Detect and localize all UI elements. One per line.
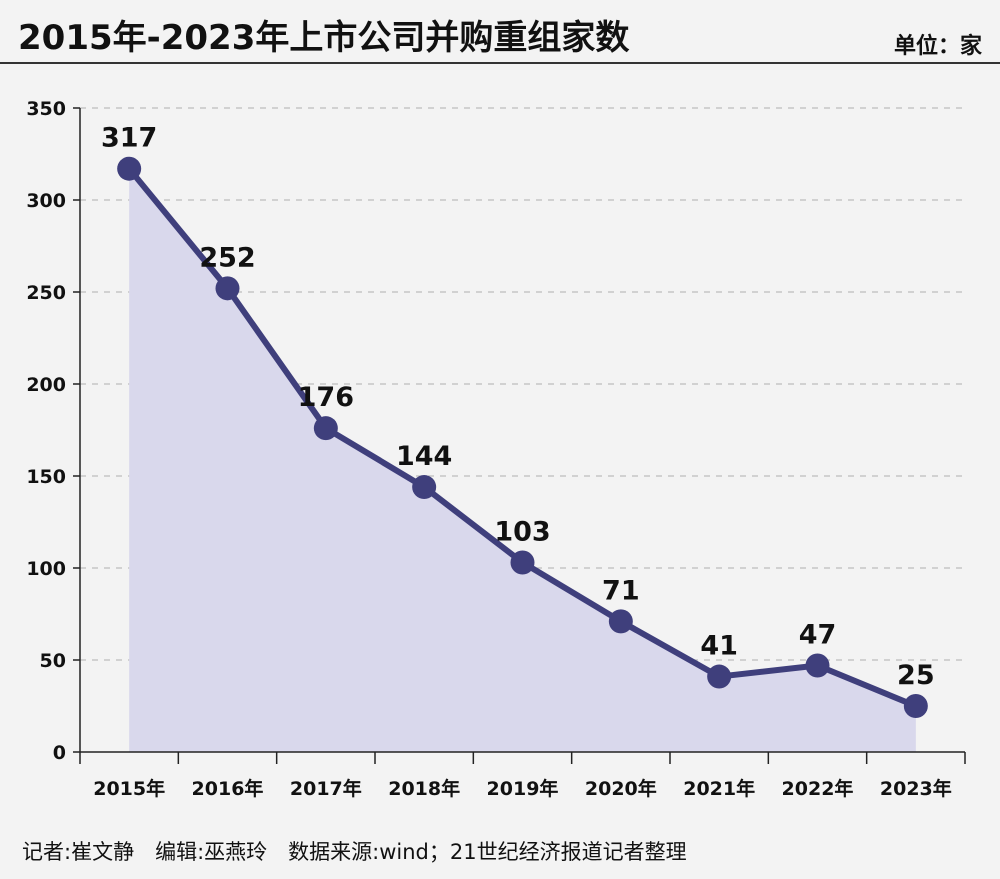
x-tick-label: 2022年 xyxy=(782,777,854,800)
data-point xyxy=(117,156,142,181)
y-tick-label: 150 xyxy=(26,466,66,488)
data-label: 144 xyxy=(396,441,452,472)
data-point xyxy=(707,664,732,689)
data-label: 71 xyxy=(602,575,640,606)
axes xyxy=(73,107,966,764)
y-tick-label: 50 xyxy=(40,650,66,672)
area-fill-layer xyxy=(129,168,916,753)
source-credits: 记者:崔文静 编辑:巫燕玲 数据来源:wind；21世纪经济报道记者整理 xyxy=(22,840,687,864)
data-point xyxy=(805,653,830,678)
y-tick-label: 100 xyxy=(26,558,66,580)
data-label: 41 xyxy=(700,631,738,662)
data-label: 25 xyxy=(897,660,935,691)
y-tick-label: 300 xyxy=(26,190,66,212)
title-divider xyxy=(0,62,1000,64)
data-label: 252 xyxy=(199,242,255,273)
x-tick-label: 2023年 xyxy=(880,777,952,800)
data-point xyxy=(215,276,240,301)
x-tick-label: 2016年 xyxy=(192,777,264,800)
data-labels: 317 252 176 144 103 71 41 47 25 xyxy=(101,123,935,691)
data-label: 317 xyxy=(101,123,157,154)
area-fill xyxy=(129,168,916,753)
data-point xyxy=(510,550,535,575)
y-tick-label: 200 xyxy=(26,374,66,396)
x-tick-labels: 2015年 2016年 2017年 2018年 2019年 2020年 2021年 2022年… xyxy=(93,777,952,800)
x-tick-label: 2021年 xyxy=(683,777,755,800)
x-tick-label: 2015年 xyxy=(93,777,165,800)
data-point xyxy=(608,609,633,634)
x-tick-label: 2017年 xyxy=(290,777,362,800)
y-tick-label: 350 xyxy=(26,98,66,120)
data-points xyxy=(117,156,928,718)
x-tick-label: 2020年 xyxy=(585,777,657,800)
data-point xyxy=(903,694,928,718)
x-tick-label: 2018年 xyxy=(388,777,460,800)
chart-title: 2015年-2023年上市公司并购重组家数 xyxy=(18,18,630,58)
y-tick-label: 0 xyxy=(53,742,66,764)
data-label: 176 xyxy=(298,382,354,413)
unit-label: 单位：家 xyxy=(893,34,982,59)
data-label: 47 xyxy=(799,620,837,651)
data-label: 103 xyxy=(494,516,550,547)
data-point xyxy=(313,416,338,441)
y-tick-label: 250 xyxy=(26,282,66,304)
data-point xyxy=(412,475,437,500)
y-tick-labels: 0 50 100 150 200 250 300 350 xyxy=(26,98,66,764)
x-tick-label: 2019年 xyxy=(487,777,559,800)
